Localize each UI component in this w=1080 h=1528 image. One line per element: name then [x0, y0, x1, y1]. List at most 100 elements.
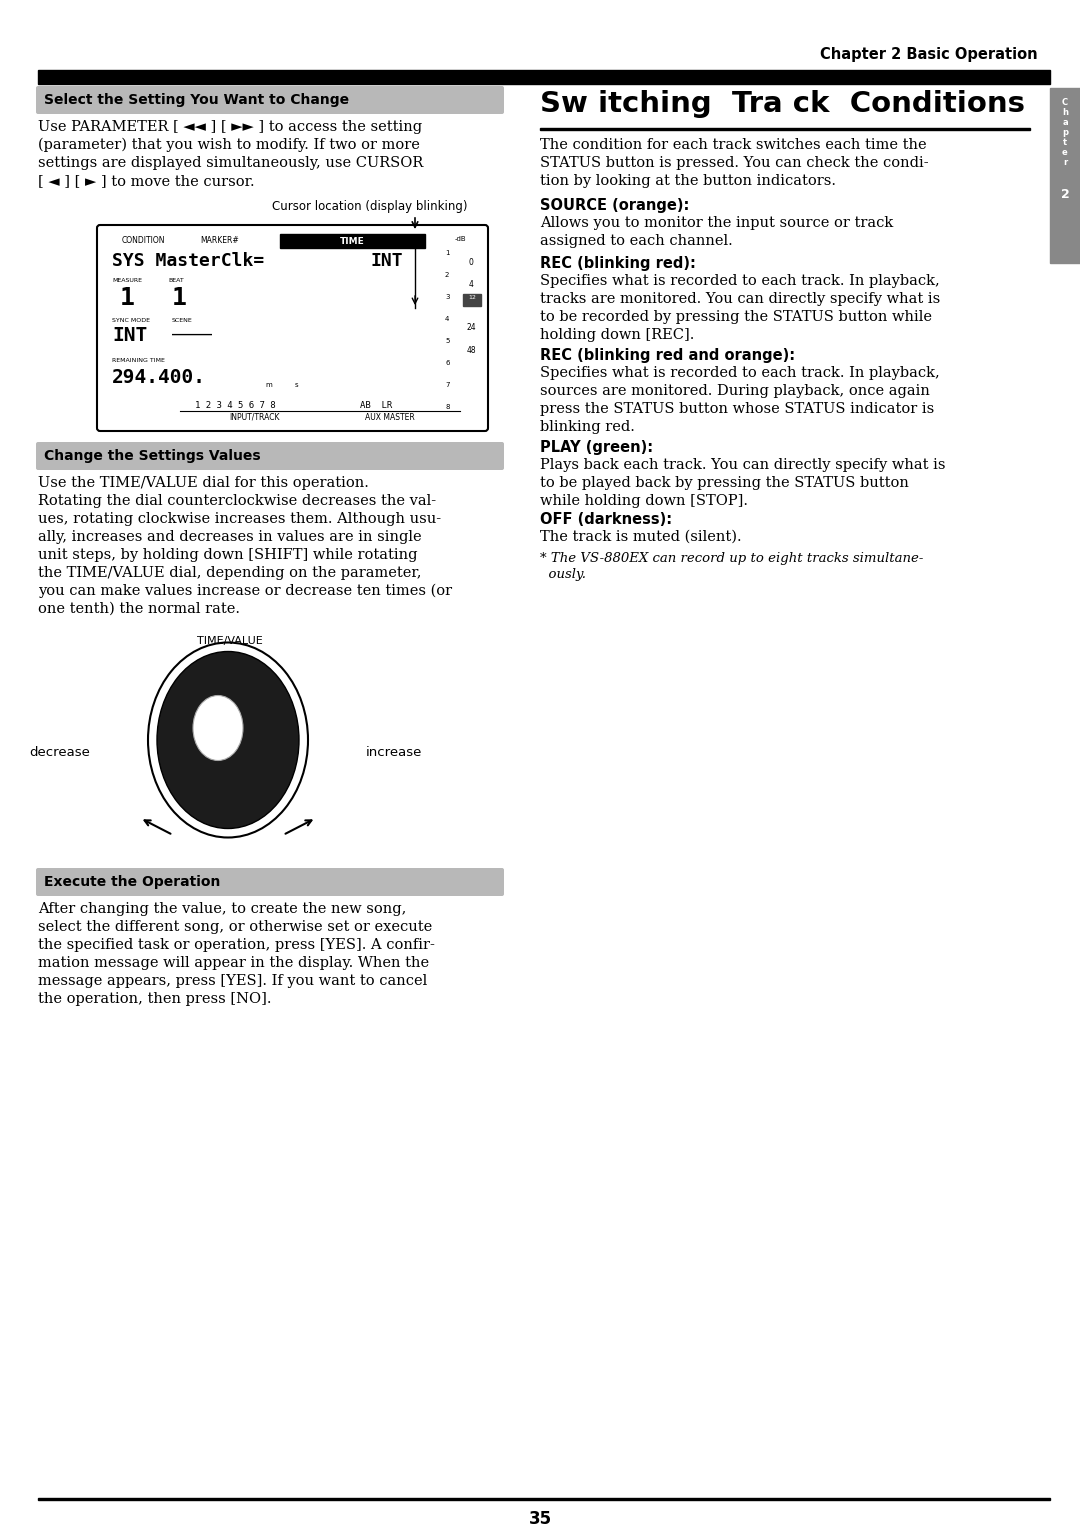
Text: [ ◄ ] [ ► ] to move the cursor.: [ ◄ ] [ ► ] to move the cursor.: [38, 174, 255, 188]
Text: BEAT: BEAT: [168, 278, 184, 283]
Bar: [1050, 89, 1080, 263]
Text: SOURCE (orange):: SOURCE (orange):: [540, 199, 689, 212]
Text: Plays back each track. You can directly specify what is: Plays back each track. You can directly …: [540, 458, 945, 472]
Text: 35: 35: [528, 1510, 552, 1528]
Text: e: e: [1062, 148, 1068, 157]
Text: select the different song, or otherwise set or execute: select the different song, or otherwise …: [38, 920, 432, 934]
Text: Execute the Operation: Execute the Operation: [44, 876, 220, 889]
Text: message appears, press [YES]. If you want to cancel: message appears, press [YES]. If you wan…: [38, 973, 428, 989]
Text: MEASURE: MEASURE: [112, 278, 141, 283]
Text: m: m: [265, 382, 272, 388]
Text: 1: 1: [172, 286, 187, 310]
Text: TIME/VALUE: TIME/VALUE: [198, 636, 262, 646]
Text: INT: INT: [112, 325, 147, 345]
Text: settings are displayed simultaneously, use CURSOR: settings are displayed simultaneously, u…: [38, 156, 423, 170]
Text: Use the TIME/VALUE dial for this operation.: Use the TIME/VALUE dial for this operati…: [38, 477, 369, 490]
Text: INPUT/TRACK: INPUT/TRACK: [230, 413, 280, 422]
Text: SYNC MODE: SYNC MODE: [112, 318, 150, 322]
Text: t: t: [1063, 138, 1067, 147]
FancyBboxPatch shape: [36, 86, 504, 115]
Text: the operation, then press [NO].: the operation, then press [NO].: [38, 992, 271, 1005]
Text: The track is muted (silent).: The track is muted (silent).: [540, 530, 742, 544]
Text: ————: ————: [172, 325, 212, 344]
Text: increase: increase: [366, 746, 422, 758]
Text: s: s: [295, 382, 299, 388]
Text: 6: 6: [445, 361, 449, 367]
Text: while holding down [STOP].: while holding down [STOP].: [540, 494, 748, 507]
Text: (parameter) that you wish to modify. If two or more: (parameter) that you wish to modify. If …: [38, 138, 420, 153]
Text: After changing the value, to create the new song,: After changing the value, to create the …: [38, 902, 406, 915]
Text: tracks are monitored. You can directly specify what is: tracks are monitored. You can directly s…: [540, 292, 941, 306]
Text: ally, increases and decreases in values are in single: ally, increases and decreases in values …: [38, 530, 421, 544]
Text: press the STATUS button whose STATUS indicator is: press the STATUS button whose STATUS ind…: [540, 402, 934, 416]
Text: the specified task or operation, press [YES]. A confir-: the specified task or operation, press […: [38, 938, 435, 952]
Text: SCENE: SCENE: [172, 318, 192, 322]
Text: 0: 0: [469, 258, 473, 267]
Text: blinking red.: blinking red.: [540, 420, 635, 434]
Text: -dB: -dB: [455, 235, 465, 241]
Text: 12: 12: [468, 295, 476, 299]
Ellipse shape: [157, 651, 299, 828]
FancyBboxPatch shape: [97, 225, 488, 431]
Text: Change the Settings Values: Change the Settings Values: [44, 449, 260, 463]
Text: The condition for each track switches each time the: The condition for each track switches ea…: [540, 138, 927, 151]
Text: 4: 4: [445, 316, 449, 322]
Text: 48: 48: [467, 345, 476, 354]
Text: one tenth) the normal rate.: one tenth) the normal rate.: [38, 602, 240, 616]
Text: 294.400.: 294.400.: [112, 368, 206, 387]
Text: Rotating the dial counterclockwise decreases the val-: Rotating the dial counterclockwise decre…: [38, 494, 436, 507]
Text: AUX MASTER: AUX MASTER: [365, 413, 415, 422]
Text: AB  LR: AB LR: [360, 400, 392, 410]
Text: 1 2 3 4 5 6 7 8: 1 2 3 4 5 6 7 8: [195, 400, 275, 410]
Text: h: h: [1062, 108, 1068, 118]
Text: 4: 4: [469, 280, 473, 289]
Text: Use PARAMETER [ ◄◄ ] [ ►► ] to access the setting: Use PARAMETER [ ◄◄ ] [ ►► ] to access th…: [38, 121, 422, 134]
Text: mation message will appear in the display. When the: mation message will appear in the displa…: [38, 957, 429, 970]
Text: 2: 2: [445, 272, 449, 278]
Text: Specifies what is recorded to each track. In playback,: Specifies what is recorded to each track…: [540, 274, 940, 287]
Bar: [38, 1497, 1050, 1500]
Text: REC (blinking red):: REC (blinking red):: [540, 257, 696, 270]
Text: decrease: decrease: [29, 746, 90, 758]
Text: the TIME/VALUE dial, depending on the parameter,: the TIME/VALUE dial, depending on the pa…: [38, 565, 421, 581]
Text: 24: 24: [467, 322, 476, 332]
Bar: [540, 128, 1030, 130]
Text: REC (blinking red and orange):: REC (blinking red and orange):: [540, 348, 795, 364]
Text: ously.: ously.: [540, 568, 586, 581]
Text: 2: 2: [1061, 188, 1069, 202]
Text: ues, rotating clockwise increases them. Although usu-: ues, rotating clockwise increases them. …: [38, 512, 441, 526]
Text: Specifies what is recorded to each track. In playback,: Specifies what is recorded to each track…: [540, 367, 940, 380]
Text: * The VS-880EX can record up to eight tracks simultane-: * The VS-880EX can record up to eight tr…: [540, 552, 923, 565]
Text: assigned to each channel.: assigned to each channel.: [540, 234, 732, 248]
Text: C: C: [1062, 98, 1068, 107]
FancyBboxPatch shape: [36, 442, 504, 471]
Text: CONDITION: CONDITION: [122, 235, 165, 244]
Text: Cursor location (display blinking): Cursor location (display blinking): [272, 200, 468, 212]
Text: Chapter 2 Basic Operation: Chapter 2 Basic Operation: [821, 47, 1038, 63]
Text: SYS MasterClk=: SYS MasterClk=: [112, 252, 265, 270]
Bar: [280, 234, 426, 248]
Bar: [38, 70, 1050, 84]
Text: 3: 3: [445, 293, 449, 299]
Text: 1: 1: [120, 286, 135, 310]
Ellipse shape: [193, 695, 243, 761]
Text: REMAINING TIME: REMAINING TIME: [112, 358, 165, 364]
Text: STATUS button is pressed. You can check the condi-: STATUS button is pressed. You can check …: [540, 156, 929, 170]
Text: a: a: [1063, 118, 1068, 127]
Text: PLAY (green):: PLAY (green):: [540, 440, 653, 455]
Text: Select the Setting You Want to Change: Select the Setting You Want to Change: [44, 93, 349, 107]
Text: Allows you to monitor the input source or track: Allows you to monitor the input source o…: [540, 215, 893, 231]
Text: 8: 8: [445, 403, 449, 410]
Text: 5: 5: [445, 338, 449, 344]
Text: you can make values increase or decrease ten times (or: you can make values increase or decrease…: [38, 584, 453, 599]
Bar: [463, 293, 481, 306]
FancyBboxPatch shape: [36, 868, 504, 895]
Text: 7: 7: [445, 382, 449, 388]
Text: holding down [REC].: holding down [REC].: [540, 329, 694, 342]
Text: MARKER#: MARKER#: [200, 235, 239, 244]
Text: Sw itching  Tra ck  Conditions: Sw itching Tra ck Conditions: [540, 90, 1025, 118]
Text: TIME: TIME: [340, 237, 365, 246]
Text: to be recorded by pressing the STATUS button while: to be recorded by pressing the STATUS bu…: [540, 310, 932, 324]
Text: sources are monitored. During playback, once again: sources are monitored. During playback, …: [540, 384, 930, 397]
Text: p: p: [1062, 128, 1068, 138]
